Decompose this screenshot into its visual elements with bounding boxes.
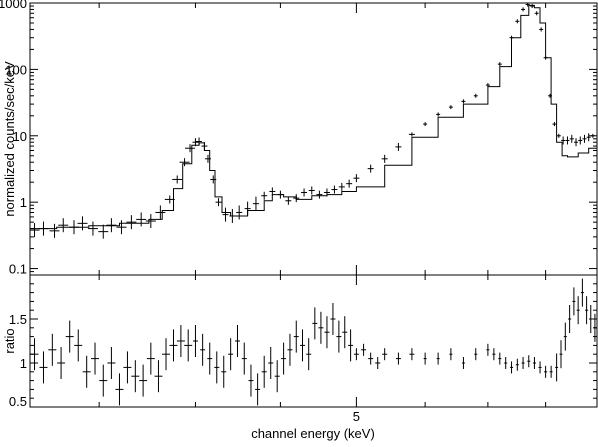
ratio-y-tick-label: 1 bbox=[20, 356, 27, 371]
ratio-ylabel: ratio bbox=[2, 328, 17, 353]
ratio-y-tick-label: 0.5 bbox=[9, 394, 27, 409]
x-tick-label: 5 bbox=[353, 409, 360, 424]
y-tick-label: 1 bbox=[20, 195, 27, 210]
ratio-y-tick-label: 1.5 bbox=[9, 312, 27, 327]
y-tick-label: 0.1 bbox=[9, 262, 27, 277]
ratio-panel-frame bbox=[29, 274, 598, 408]
plot-layer: 0.1 1 10 100 1000 5 0.5 1 1.5 bbox=[0, 0, 598, 424]
y-tick-label: 10 bbox=[13, 129, 27, 144]
y-tick-label: 100 bbox=[5, 62, 27, 77]
x-axis-label: channel energy (keV) bbox=[251, 426, 375, 441]
spectrum-ylabel: normalized counts/sec/keV bbox=[2, 61, 17, 217]
y-tick-label: 1000 bbox=[0, 0, 27, 11]
